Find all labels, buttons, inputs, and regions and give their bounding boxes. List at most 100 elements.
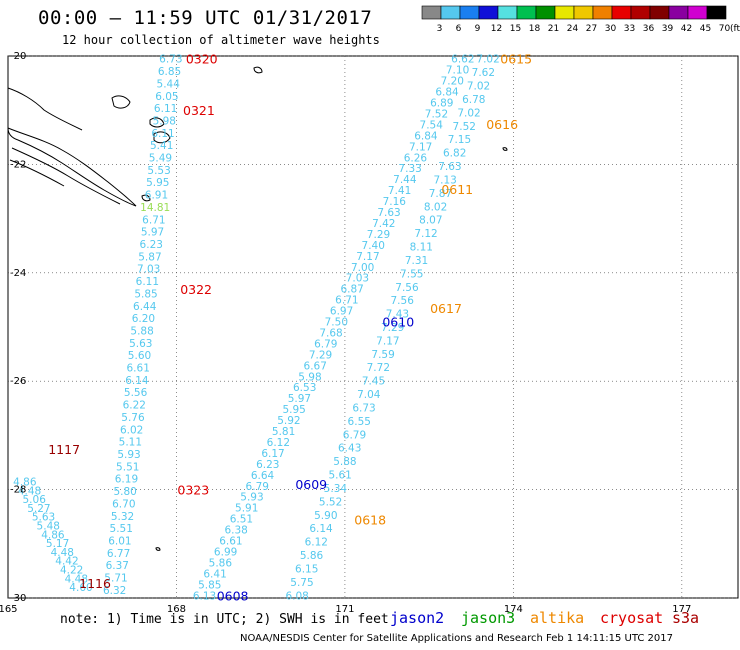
swh-value: 5.17: [46, 538, 69, 550]
swh-value: 7.17: [356, 251, 379, 263]
swh-value: 5.44: [157, 78, 181, 90]
swh-value: 7.17: [409, 141, 432, 153]
swh-value: 4.48: [65, 573, 88, 585]
scale-label: 3: [437, 24, 443, 34]
swh-value: 5.93: [240, 492, 263, 504]
swh-value: 7.63: [438, 161, 461, 173]
footer-credit: NOAA/NESDIS Center for Satellite Applica…: [240, 633, 673, 644]
swh-value: 5.92: [277, 415, 300, 427]
footer-note: note: 1) Time is in UTC; 2) SWH is in fe…: [60, 612, 389, 627]
swh-value: 5.98: [298, 371, 321, 383]
swh-value: 6.79: [343, 429, 366, 441]
swh-value: 7.72: [367, 362, 390, 374]
swh-value: 6.14: [125, 375, 149, 387]
swh-value: 6.22: [123, 400, 146, 412]
swh-value: 5.52: [319, 496, 342, 508]
swh-value: 4.42: [55, 556, 78, 568]
swh-value: 7.10: [446, 65, 469, 77]
y-tick-label: -30: [10, 593, 26, 604]
coastline-loyalty-island-1: [111, 95, 131, 109]
swh-value: 5.60: [128, 350, 151, 362]
swh-value: 7.44: [393, 174, 417, 186]
coastline-north: [7, 87, 83, 131]
swh-value: 6.84: [435, 87, 459, 99]
swh-value: 5.48: [37, 521, 60, 533]
coastline-ile-des-pins: [141, 194, 151, 202]
swh-value: 7.31: [405, 255, 428, 267]
legend-s3a: s3a: [672, 609, 700, 627]
axis-ticks: 165 168 171 174 177 -20 -22 -24 -26 -28 -30: [0, 51, 691, 615]
legend-jason2: jason2: [390, 609, 445, 627]
swh-value: 6.44: [133, 301, 157, 313]
swh-value: 7.52: [425, 108, 448, 120]
scale-unit: (ft): [730, 24, 740, 34]
coastline-matthew-island: [155, 547, 161, 551]
legend-jason3: jason3: [461, 609, 516, 627]
swh-value: 6.32: [103, 585, 126, 597]
swh-value: 7.16: [383, 196, 407, 208]
y-tick-label: -28: [10, 485, 26, 496]
pass-time-label: 0320: [186, 52, 218, 67]
swh-value: 4.48: [51, 547, 74, 559]
swh-value: 5.11: [119, 437, 142, 449]
swh-value: 7.33: [398, 163, 421, 175]
satellite-tracks: 4.864.485.065.275.635.484.865.174.484.42…: [13, 54, 500, 603]
swh-value: 5.51: [110, 523, 133, 535]
swh-value: 7.04: [357, 389, 381, 401]
swh-value: 6.26: [404, 152, 428, 164]
swh-value: 5.87: [138, 251, 161, 263]
swh-value: 6.70: [112, 498, 135, 510]
pass-time-label: 1117: [48, 442, 80, 457]
scale-label: 9: [475, 24, 481, 34]
swh-value: 6.79: [314, 338, 337, 350]
coastline-new-caledonia: [7, 127, 137, 207]
swh-value: 8.02: [424, 201, 447, 213]
coastline-hunter-island: [502, 147, 508, 151]
swh-value: 6.73: [352, 402, 375, 414]
swh-value: 5.86: [209, 557, 233, 569]
y-tick-label: -20: [10, 51, 26, 62]
scale-label: 6: [456, 24, 462, 34]
swh-value: 5.86: [300, 550, 324, 562]
swh-value: 6.78: [462, 94, 485, 106]
swh-value: 6.38: [224, 525, 247, 537]
swh-value: 5.53: [147, 165, 170, 177]
swh-value: 6.08: [285, 590, 308, 602]
y-tick-label: -22: [10, 159, 26, 170]
chart-title: 00:00 – 11:59 UTC 01/31/2017: [38, 7, 373, 29]
swh-value: 7.29: [309, 349, 332, 361]
scale-label: 33: [624, 24, 635, 34]
coastline: [7, 66, 508, 551]
swh-value: 5.97: [288, 393, 311, 405]
coastline-walpole-island: [253, 66, 263, 74]
swh-value: 5.63: [32, 512, 55, 524]
scale-label: 18: [529, 24, 541, 34]
scale-label: 24: [567, 24, 579, 34]
pass-time-label: 0608: [217, 588, 249, 603]
swh-value: 6.77: [107, 548, 130, 560]
swh-value: 5.88: [333, 456, 356, 468]
pass-time-label: 0618: [354, 512, 386, 527]
swh-value: 5.06: [23, 494, 47, 506]
scale-label: 45: [700, 24, 711, 34]
swh-value: 6.17: [261, 448, 284, 460]
scale-label: 30: [605, 24, 617, 34]
swh-value: 6.67: [304, 360, 327, 372]
swh-value: 6.71: [335, 295, 358, 307]
swh-value: 6.37: [106, 560, 129, 572]
swh-value: 6.12: [267, 437, 290, 449]
swh-value: 7.68: [319, 327, 342, 339]
scale-label: 36: [643, 24, 655, 34]
swh-value: 5.51: [116, 461, 139, 473]
swh-value: 6.20: [132, 313, 155, 325]
swh-value: 7.29: [367, 229, 390, 241]
swh-value: 7.42: [372, 218, 395, 230]
swh-value: 5.88: [130, 325, 153, 337]
x-tick-label: 177: [672, 604, 691, 615]
swh-value: 5.56: [124, 387, 148, 399]
swh-value: 6.15: [295, 563, 318, 575]
swh-value: 7.15: [448, 134, 471, 146]
scale-label: 39: [662, 24, 674, 34]
swh-value: 6.61: [127, 363, 150, 375]
x-tick-label: 165: [0, 604, 18, 615]
